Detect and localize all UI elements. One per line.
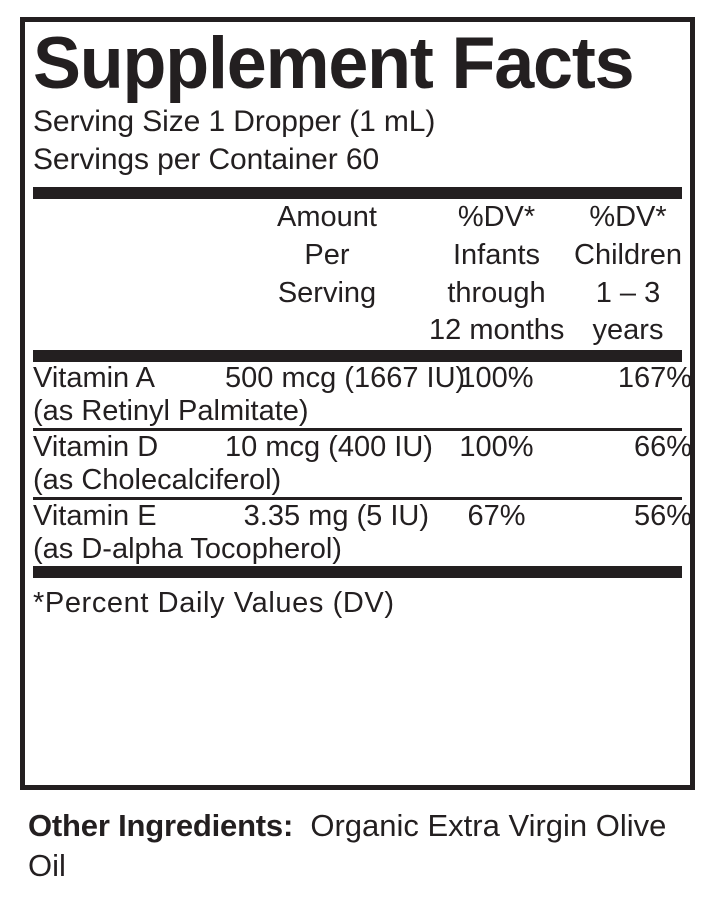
other-ingredients-label: Other Ingredients: xyxy=(28,808,294,843)
other-ingredients-text: Organic Extra Virgin Olive Oil xyxy=(28,808,667,884)
rule-below-serving-info xyxy=(33,187,682,200)
nutrient-name: Vitamin A xyxy=(33,362,155,395)
table-row: Vitamin A 500 mcg (1667 IU) 100% 167% (a… xyxy=(33,362,692,428)
nutrient-name: Vitamin E xyxy=(33,500,157,533)
table-row: Vitamin D 10 mcg (400 IU) 100% 66% (as C… xyxy=(33,431,692,497)
amount-header-line-3: Serving xyxy=(277,276,377,309)
serving-size-text: Serving Size 1 Dropper (1 mL) xyxy=(33,104,436,138)
amount-header-line-2: Per xyxy=(304,239,350,271)
dv-infants-header-line-3: through xyxy=(447,276,546,309)
rule-between-rows-1 xyxy=(33,428,682,432)
dv-children-header-line-2: Children xyxy=(574,239,682,271)
page-title: Supplement Facts xyxy=(33,23,635,104)
other-ingredients: Other Ingredients: Organic Extra Virgin … xyxy=(28,806,696,887)
other-ingredients-value: Organic Extra Virgin Olive Oil xyxy=(28,808,666,883)
column-header-blank xyxy=(33,199,225,350)
nutrient-name: Vitamin D xyxy=(33,431,159,464)
dv-infants-header-line-4: 12 months xyxy=(429,314,565,347)
nutrient-dv-infants: 100% xyxy=(459,362,534,395)
nutrient-dv-children: 56% xyxy=(633,500,692,533)
table-header-row: Amount Per Serving %DV* Infants through … xyxy=(33,199,692,350)
serving-info: Serving Size 1 Dropper (1 mL) Servings p… xyxy=(33,103,682,180)
supplement-facts-panel: Supplement Facts Serving Size 1 Dropper … xyxy=(20,17,695,790)
dv-children-header-line-4: years xyxy=(592,314,664,347)
rule-below-column-headers xyxy=(33,350,682,363)
rule-between-rows-2 xyxy=(33,497,682,501)
daily-value-footnote: *Percent Daily Values (DV) xyxy=(33,587,395,620)
column-header-dv-children: %DV* Children 1 – 3 years xyxy=(564,199,692,350)
nutrient-dv-children: 167% xyxy=(617,362,692,395)
dv-infants-header-line-1: %DV* xyxy=(457,201,536,234)
nutrient-dv-infants: 67% xyxy=(467,500,526,533)
nutrient-source: (as Retinyl Palmitate) xyxy=(33,395,309,428)
nutrient-amount: 10 mcg (400 IU) xyxy=(225,431,433,464)
nutrient-amount: 3.35 mg (5 IU) xyxy=(243,500,429,533)
dv-infants-header-line-2: Infants xyxy=(452,239,541,271)
dv-children-header-line-1: %DV* xyxy=(589,201,667,234)
nutrient-source: (as Cholecalciferol) xyxy=(33,464,282,497)
column-header-amount-per-serving: Amount Per Serving xyxy=(225,199,429,350)
nutrient-amount: 500 mcg (1667 IU) xyxy=(225,362,466,395)
nutrient-source: (as D-alpha Tocopherol) xyxy=(33,533,342,566)
table-row: Vitamin E 3.35 mg (5 IU) 67% 56% (as D-a… xyxy=(33,500,692,566)
amount-header-line-1: Amount xyxy=(277,201,377,234)
rule-above-footnote xyxy=(33,566,682,579)
column-header-dv-infants: %DV* Infants through 12 months xyxy=(429,199,564,350)
nutrient-dv-infants: 100% xyxy=(459,431,534,464)
nutrition-table: Amount Per Serving %DV* Infants through … xyxy=(33,199,692,350)
servings-per-container-text: Servings per Container 60 xyxy=(33,142,380,176)
nutrient-dv-children: 66% xyxy=(633,431,692,464)
dv-children-header-line-3: 1 – 3 xyxy=(595,276,661,309)
